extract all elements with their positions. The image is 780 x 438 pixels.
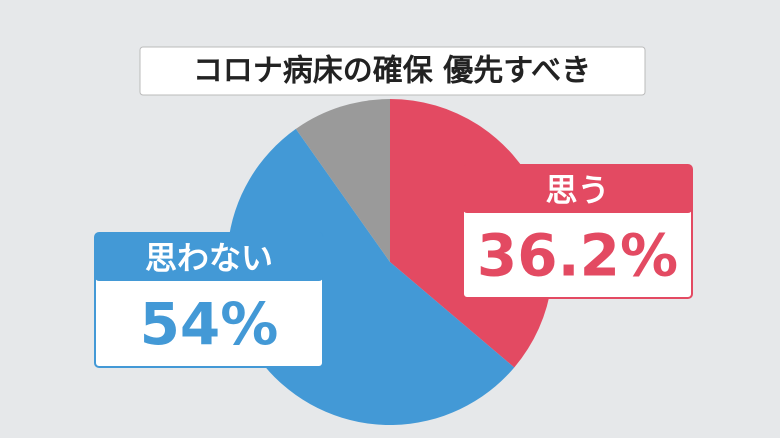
title-box [139,46,646,96]
category-label: 思わない [145,239,273,277]
value-label: 36.2% [477,222,678,290]
chart-title: コロナ病床の確保 優先すべき [193,54,591,89]
label-header [95,233,323,281]
pie-slice [295,99,390,262]
label-header [463,165,692,213]
category-label: 思う [545,171,609,209]
value-label: 54% [140,290,279,358]
